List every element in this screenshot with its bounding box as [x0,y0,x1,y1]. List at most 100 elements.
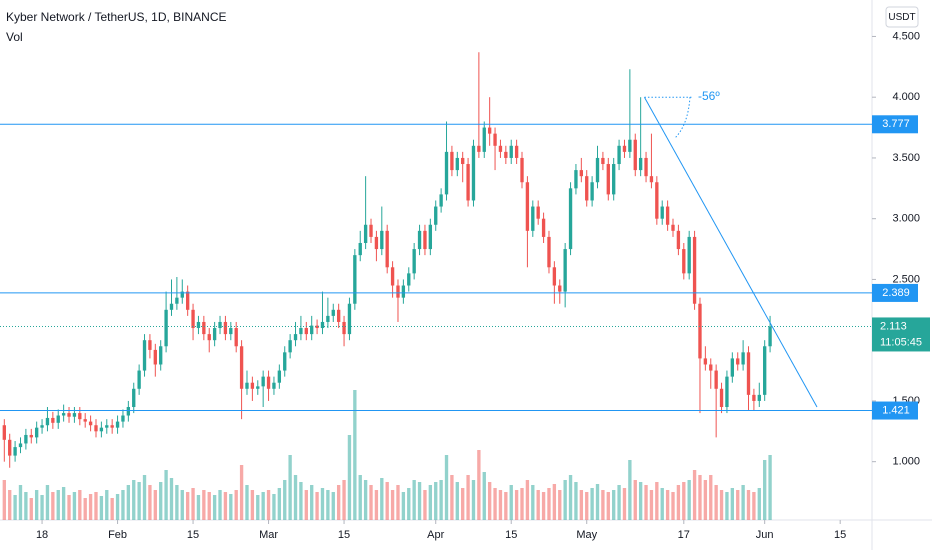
candle-body [601,157,605,165]
x-tick-label: Apr [427,529,444,541]
candle-body [461,157,465,165]
volume-bar [83,498,87,520]
volume-bar [61,487,66,520]
candle-body [223,321,228,335]
volume-bar [509,485,513,520]
volume-bar [585,492,589,520]
volume-bar [493,488,497,520]
volume-bar [768,455,772,520]
candle-body [417,230,422,250]
candle-body [229,328,233,335]
volume-bar [342,480,346,520]
x-tick-label: 17 [678,529,690,541]
candle-body [612,164,616,195]
volume-bar [153,490,157,520]
volume-bar [579,490,584,520]
x-tick-label: 18 [36,529,48,541]
volume-bar [315,492,319,520]
volume-bar [563,480,567,520]
volume-bar [320,488,325,520]
candle-body [482,127,486,152]
volume-bar [326,490,330,520]
volume-bar [385,482,389,520]
candle-body [121,415,125,422]
candle-body [293,334,298,341]
candle-body [2,425,6,440]
candle-body [61,413,66,416]
volume-bar [763,460,767,520]
volume-bar [390,490,395,520]
candle-body [72,413,77,417]
volume-bar [682,482,686,520]
price-label: 2.389 [882,287,910,299]
volume-bar [736,490,740,520]
candle-body [536,206,540,219]
candle-body [67,413,71,417]
volume-bar [78,490,82,520]
candle-body [703,358,708,365]
price-label: 1.421 [882,404,910,416]
volume-bar [261,492,265,520]
candle-body [563,249,567,292]
volume-bar [466,475,470,520]
candle-body [579,170,584,177]
candle-body [169,303,174,310]
price-label-box [872,115,918,134]
candle-body [310,325,314,335]
volume-bar [180,490,184,520]
candle-body [347,303,352,335]
currency-button[interactable] [885,6,919,28]
candle-body [541,218,546,237]
candle-body [471,145,476,201]
candle-body [428,224,433,250]
volume-bar [660,488,664,520]
candle-body [547,236,551,268]
volume-bar [34,490,39,520]
candle-body [272,382,276,389]
candle-body [568,188,573,250]
volume-bar [283,480,287,520]
volume-bar [212,495,217,520]
volume-bar [423,490,427,520]
candle-body [590,182,594,201]
candle-body [509,145,513,158]
volume-bar [331,492,335,520]
candle-body [126,407,131,416]
volume-bar [115,494,120,520]
volume-bar [169,478,174,520]
candle-body [261,376,265,387]
candle-body [34,427,39,438]
volume-bar [88,494,93,520]
volume-bar [99,496,104,520]
volume-bar [164,470,168,520]
volume-bar [482,472,486,520]
candle-body [202,321,206,335]
volume-bar [504,492,508,520]
x-tick-label: Mar [259,529,278,541]
currency-label[interactable]: USDT [888,12,915,23]
volume-bar [590,488,594,520]
candle-body [24,434,28,444]
candle-body [525,182,530,231]
volume-bar [159,482,163,520]
volume-bar [487,482,492,520]
candle-body [682,249,686,274]
volume-bar [142,475,147,520]
candle-body [498,145,503,152]
volume-bar [628,460,632,520]
candle-body [558,285,562,292]
y-tick-label: 3.000 [892,213,920,225]
candle-body [137,370,141,389]
candle-body [477,145,481,152]
candle-body [757,394,761,401]
candle-body [736,358,740,365]
candle-body [466,164,470,201]
candle-body [315,325,319,329]
candle-body [768,326,772,347]
volume-bar [67,495,71,520]
volume-bar [148,485,152,520]
candle-body [132,388,136,408]
chart-title: Kyber Network / TetherUS, 1D, BINANCE [6,10,227,24]
